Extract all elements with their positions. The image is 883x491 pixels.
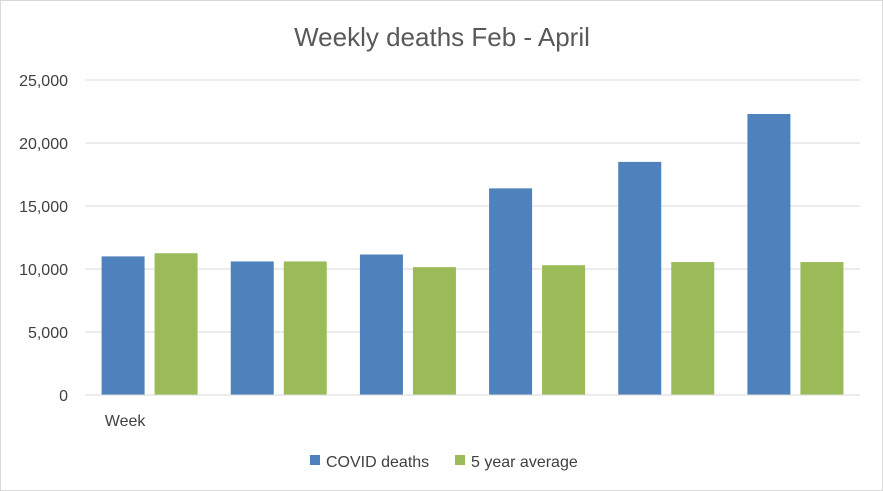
y-tick-label: 5,000 — [28, 325, 68, 342]
legend-label: COVID deaths — [326, 454, 429, 471]
bar-5-year-average — [800, 262, 844, 395]
x-axis-categories: Week — [105, 413, 147, 430]
y-tick-label: 20,000 — [19, 136, 68, 153]
y-tick-label: 15,000 — [19, 199, 68, 216]
bar-5-year-average — [154, 253, 198, 395]
bar-5-year-average — [412, 267, 456, 395]
bar-covid-deaths — [101, 256, 145, 395]
y-axis-ticks: 0 5,000 10,000 15,000 20,000 25,000 — [19, 73, 68, 405]
y-tick-label: 0 — [59, 388, 68, 405]
bar-covid-deaths — [618, 161, 662, 395]
legend-swatch — [310, 455, 320, 465]
bars — [101, 114, 844, 396]
legend-label: 5 year average — [471, 454, 578, 471]
bar-5-year-average — [542, 265, 586, 395]
y-tick-label: 25,000 — [19, 73, 68, 90]
x-category-label: Week — [105, 413, 147, 430]
bar-5-year-average — [283, 261, 327, 395]
chart-title: Weekly deaths Feb - April — [294, 22, 590, 52]
legend-swatch — [455, 455, 465, 465]
y-tick-label: 10,000 — [19, 262, 68, 279]
legend: COVID deaths 5 year average — [310, 454, 578, 471]
bar-covid-deaths — [747, 114, 791, 396]
bar-5-year-average — [671, 262, 715, 395]
bar-covid-deaths — [359, 254, 403, 395]
gridlines — [85, 79, 860, 333]
bar-covid-deaths — [230, 261, 274, 395]
bar-covid-deaths — [489, 188, 533, 395]
